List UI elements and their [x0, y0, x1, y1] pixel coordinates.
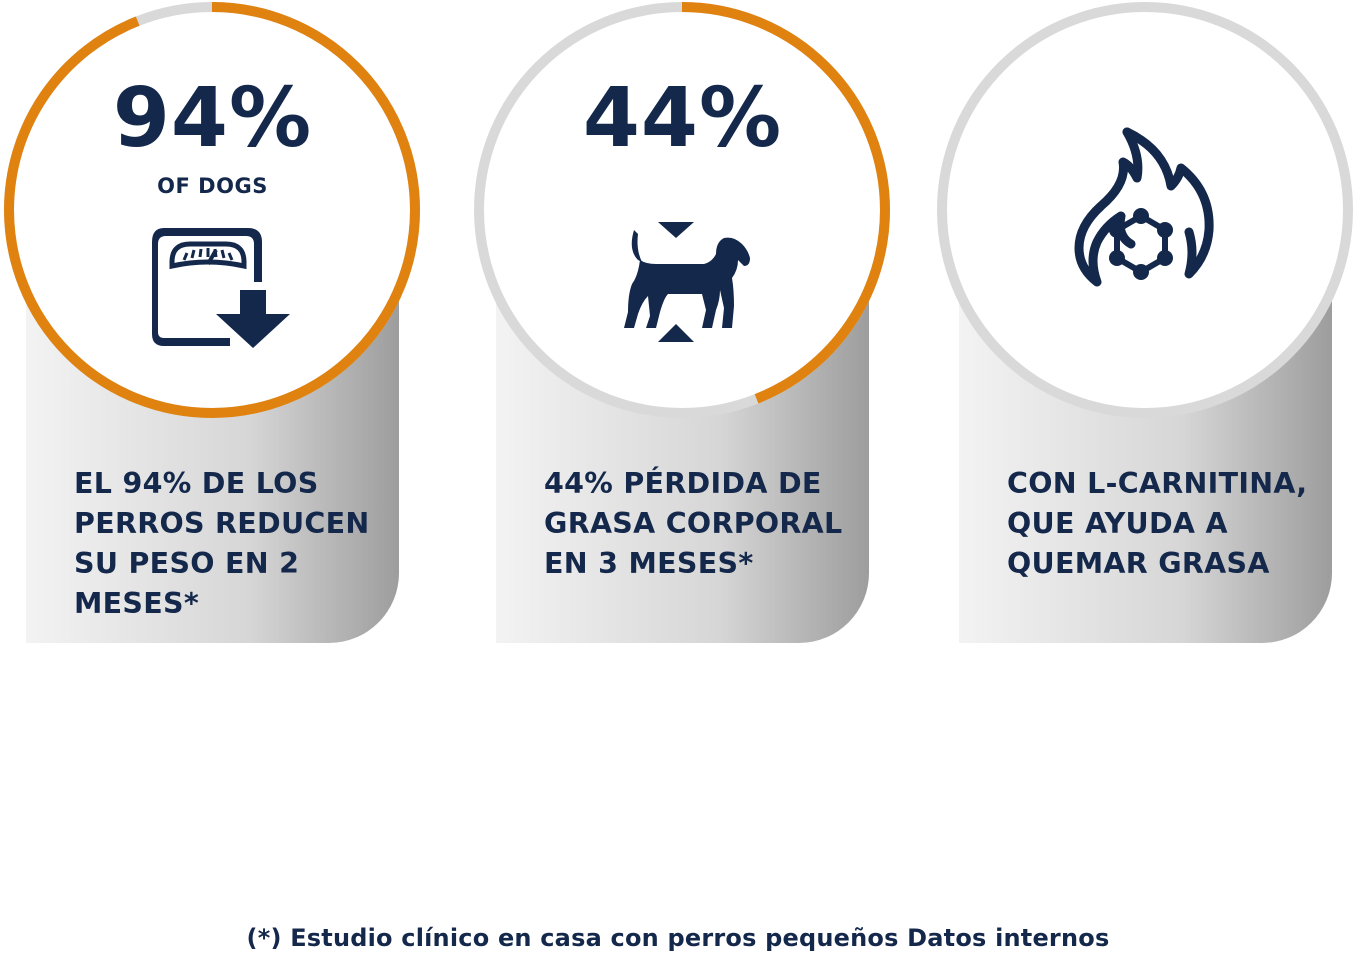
- card-body-fat: 44% 44% PÉRDIDA DE GRASA CORPORAL EN 3 M…: [474, 0, 890, 643]
- scale-weight-down-icon: [152, 228, 290, 348]
- caption: EL 94% DE LOS PERROS REDUCEN SU PESO EN …: [74, 467, 370, 620]
- flame-molecule-icon: [1074, 127, 1214, 287]
- card-l-carnitine: CON L-CARNITINA, QUE AYUDA A QUEMAR GRAS…: [937, 0, 1353, 643]
- stat-subtitle: OF DOGS: [157, 174, 268, 198]
- progress-ring: [4, 2, 420, 418]
- stat-value: 94%: [112, 71, 313, 166]
- footnote: (*) Estudio clínico en casa con perros p…: [246, 924, 1110, 952]
- dog-shrinking-icon: [624, 222, 750, 342]
- circle-content: 94% OF DOGS: [26, 0, 399, 420]
- stat-value: 44%: [582, 71, 783, 166]
- caption: 44% PÉRDIDA DE GRASA CORPORAL EN 3 MESES…: [544, 467, 843, 580]
- progress-ring: [474, 2, 890, 418]
- circle-content: 44%: [496, 0, 869, 420]
- circle-content: [959, 0, 1332, 420]
- caption: CON L-CARNITINA, QUE AYUDA A QUEMAR GRAS…: [1007, 467, 1308, 580]
- card-weight-loss: 94% OF DOGS EL 94% DE LOS PERROS REDUCEN…: [4, 0, 420, 643]
